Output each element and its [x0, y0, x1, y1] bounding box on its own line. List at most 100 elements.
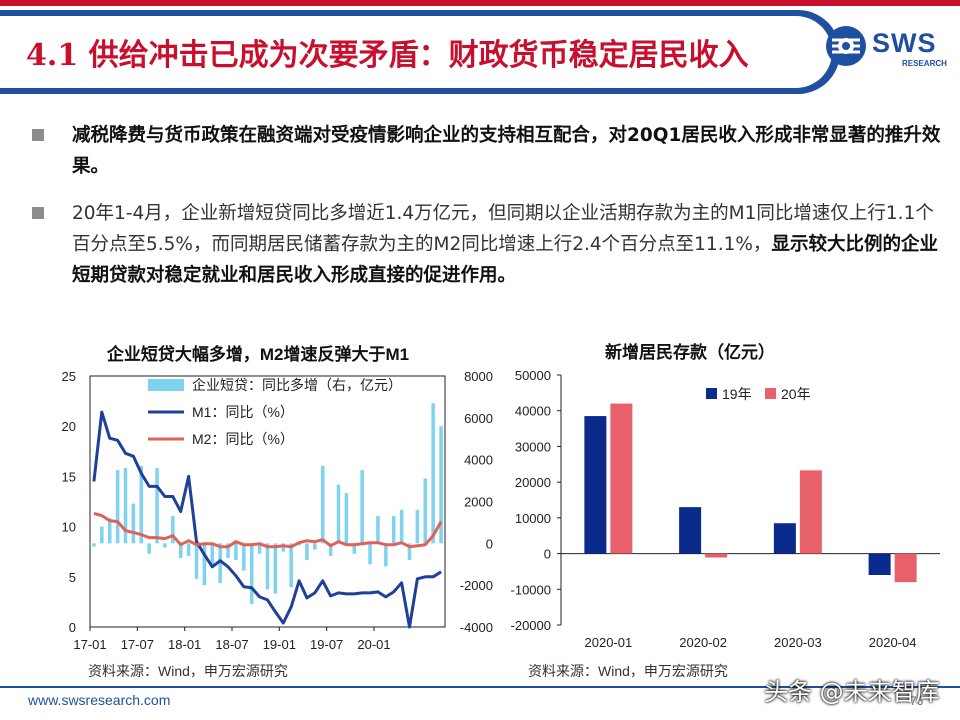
- loan-bar: [281, 543, 286, 552]
- bullet-square-icon: [32, 207, 44, 219]
- y-axis-tick-label: 30000: [515, 439, 551, 454]
- loan-bar: [186, 543, 191, 556]
- loan-bar: [257, 543, 262, 554]
- x-axis-tick-label: 2020-04: [869, 635, 917, 650]
- y-axis-tick-label: -20000: [511, 618, 551, 633]
- loan-bar: [171, 516, 175, 544]
- bar-20: [894, 553, 917, 583]
- loan-bar: [399, 509, 404, 544]
- bar-19: [868, 553, 891, 575]
- loan-bar: [155, 468, 159, 544]
- loan-bar: [376, 516, 380, 544]
- left-axis-tick-label: 25: [62, 369, 76, 384]
- sws-logo-mark-icon: [826, 26, 866, 66]
- logo-subtext: RESEARCH: [902, 59, 947, 68]
- x-axis-tick-label: 20-01: [357, 637, 390, 652]
- bullet-2-text: 20年1-4月，企业新增短贷同比多增近1.4万亿元，但同期以企业活期存款为主的M…: [72, 198, 942, 291]
- loan-bar: [202, 543, 207, 586]
- legend-label: M1：同比（%）: [192, 404, 294, 420]
- right-axis-tick-label: 0: [486, 536, 493, 551]
- chart-title: 新增居民存款（亿元）: [605, 342, 775, 362]
- loan-bar: [313, 543, 317, 550]
- x-axis-tick-label: 19-01: [263, 637, 296, 652]
- loan-bar: [320, 465, 325, 544]
- left-axis-tick-label: 10: [62, 520, 76, 535]
- loan-bar: [163, 543, 167, 548]
- loan-bar: [328, 543, 333, 556]
- loan-bar: [123, 468, 128, 544]
- y-axis-tick-label: 0: [544, 547, 551, 562]
- left-axis-tick-label: 0: [69, 620, 76, 635]
- bar-20: [799, 470, 822, 554]
- loan-bar: [431, 403, 435, 544]
- chart-source: 资料来源：Wind，申万宏源研究: [88, 663, 288, 679]
- loan-bar: [178, 543, 183, 558]
- watermark: 头条 @未来智库: [764, 678, 940, 706]
- x-axis-tick-label: 18-07: [215, 637, 248, 652]
- right-axis-tick-label: -2000: [460, 578, 493, 593]
- legend-swatch-20: [765, 388, 776, 399]
- loan-bar: [147, 543, 151, 554]
- loan-bar: [384, 543, 388, 567]
- logo-text: SWS: [872, 28, 937, 58]
- x-axis-tick-label: 17-07: [121, 637, 154, 652]
- loan-bar: [439, 426, 443, 544]
- title-frame-inner: [0, 16, 832, 88]
- y-axis-tick-label: 20000: [515, 475, 551, 490]
- m1-line: [92, 410, 442, 629]
- y-axis-tick-label: 40000: [515, 404, 551, 419]
- loan-bar: [415, 509, 420, 544]
- y-axis-tick-label: 50000: [515, 368, 551, 383]
- footer-rule: [0, 686, 960, 688]
- right-axis-tick-label: -4000: [460, 620, 493, 635]
- loan-bar: [242, 543, 246, 571]
- loan-bar: [194, 543, 199, 579]
- bar-19: [773, 523, 796, 554]
- x-axis-tick-label: 19-07: [310, 637, 343, 652]
- loan-bar: [360, 470, 364, 544]
- loan-bar: [115, 470, 120, 544]
- loan-bar: [226, 543, 230, 558]
- left-axis-tick-label: 15: [62, 469, 76, 484]
- bullet-2-normal: 20年1-4月，企业新增短贷同比多增近1.4万亿元，但同期以企业活期存款为主的M…: [72, 203, 934, 255]
- legend-label: 19年: [722, 386, 752, 402]
- y-axis-tick-label: 10000: [515, 511, 551, 526]
- right-axis-tick-label: 2000: [464, 495, 493, 510]
- legend-label: 企业短贷：同比多增（右，亿元）: [192, 377, 402, 393]
- left-axis-tick-label: 5: [69, 570, 76, 585]
- loan-bar: [368, 543, 372, 565]
- bullet-1-text: 减税降费与货币政策在融资端对受疫情影响企业的支持相互配合，对20Q1居民收入形成…: [72, 125, 941, 177]
- loan-bar: [423, 478, 428, 544]
- x-axis-tick-label: 17-01: [73, 637, 106, 652]
- page-number: 76: [910, 694, 924, 708]
- y-axis-tick-label: -10000: [511, 582, 551, 597]
- legend-label: 20年: [781, 386, 811, 402]
- right-axis-tick-label: 4000: [464, 453, 493, 468]
- bar-19: [584, 416, 607, 554]
- loan-bar: [92, 543, 96, 547]
- bar-20: [610, 403, 633, 554]
- sws-logo: SWS RESEARCH: [824, 24, 954, 76]
- m2-line: [93, 512, 443, 549]
- bar-19: [679, 507, 702, 554]
- chart-title: 企业短贷大幅多增，M2增速反弹大于M1: [106, 344, 409, 364]
- title-bar: 4.1 供给冲击已成为次要矛盾：财政货币稳定居民收入: [0, 0, 960, 103]
- loan-bar: [139, 465, 144, 544]
- slide-title: 4.1 供给冲击已成为次要矛盾：财政货币稳定居民收入: [26, 38, 749, 73]
- loan-bar: [100, 526, 104, 544]
- loan-bar: [107, 518, 112, 544]
- loan-bar: [249, 543, 254, 604]
- x-axis-tick-label: 2020-03: [774, 635, 822, 650]
- x-axis-tick-label: 18-01: [168, 637, 201, 652]
- bullet-2: 20年1-4月，企业新增短贷同比多增近1.4万亿元，但同期以企业活期存款为主的M…: [32, 198, 942, 291]
- loan-bar: [344, 493, 349, 544]
- loan-bar: [273, 543, 278, 594]
- loan-bar: [391, 516, 396, 544]
- x-axis-tick-label: 2020-01: [585, 635, 633, 650]
- plot-frame: [89, 375, 446, 628]
- bullet-2-bold: 显示较大比例的企业短期贷款对稳定就业和居民收入形成直接的促进作用。: [72, 234, 938, 286]
- left-axis-tick-label: 20: [62, 419, 76, 434]
- right-axis-tick-label: 8000: [464, 369, 493, 384]
- loan-bar: [336, 484, 341, 544]
